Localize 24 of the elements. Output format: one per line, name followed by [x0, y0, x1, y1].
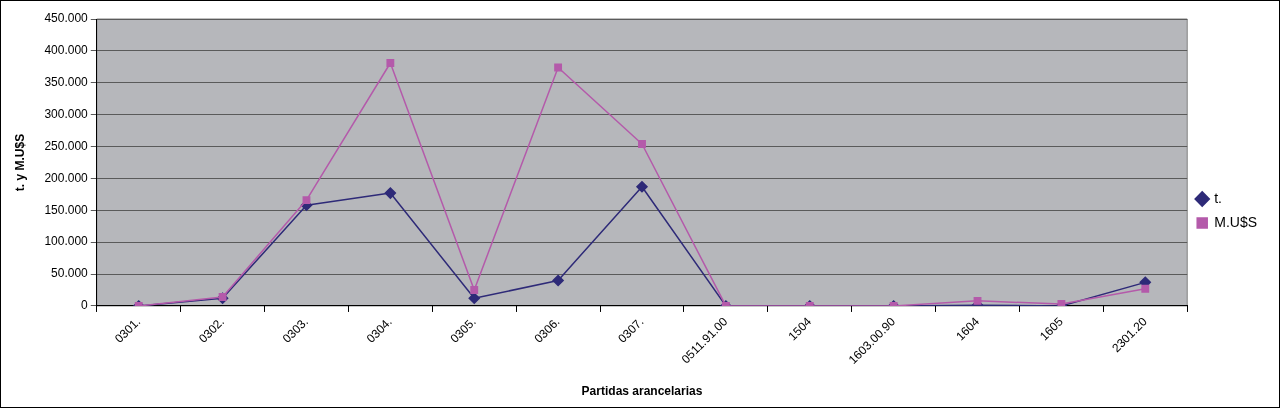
point — [552, 274, 564, 287]
y-tick-label: 300.000 — [44, 106, 89, 121]
y-tick-label: 200.000 — [44, 170, 89, 185]
point — [1141, 284, 1150, 293]
point — [638, 140, 646, 148]
y-tick-label: 50.000 — [51, 266, 89, 281]
y-tick-label: 150.000 — [44, 202, 89, 217]
y-tick-label: 0 — [81, 298, 89, 313]
point — [384, 187, 397, 199]
point — [636, 180, 648, 193]
legend-label: M.U$S — [1214, 213, 1258, 230]
point — [302, 196, 311, 205]
y-tick-label: 250.000 — [44, 138, 89, 153]
y-axis-title: t. y M.U$S — [12, 133, 27, 192]
y-tick-label: 350.000 — [44, 75, 89, 90]
y-tick-label: 100.000 — [44, 234, 89, 249]
y-tick-label: 450.000 — [44, 11, 89, 26]
point — [218, 293, 227, 301]
point — [386, 59, 395, 67]
legend-label: t. — [1214, 189, 1222, 206]
point — [554, 63, 563, 72]
y-tick-label: 400.000 — [44, 43, 89, 58]
x-axis-title: Partidas arancelarias — [581, 384, 703, 399]
point — [470, 286, 479, 294]
